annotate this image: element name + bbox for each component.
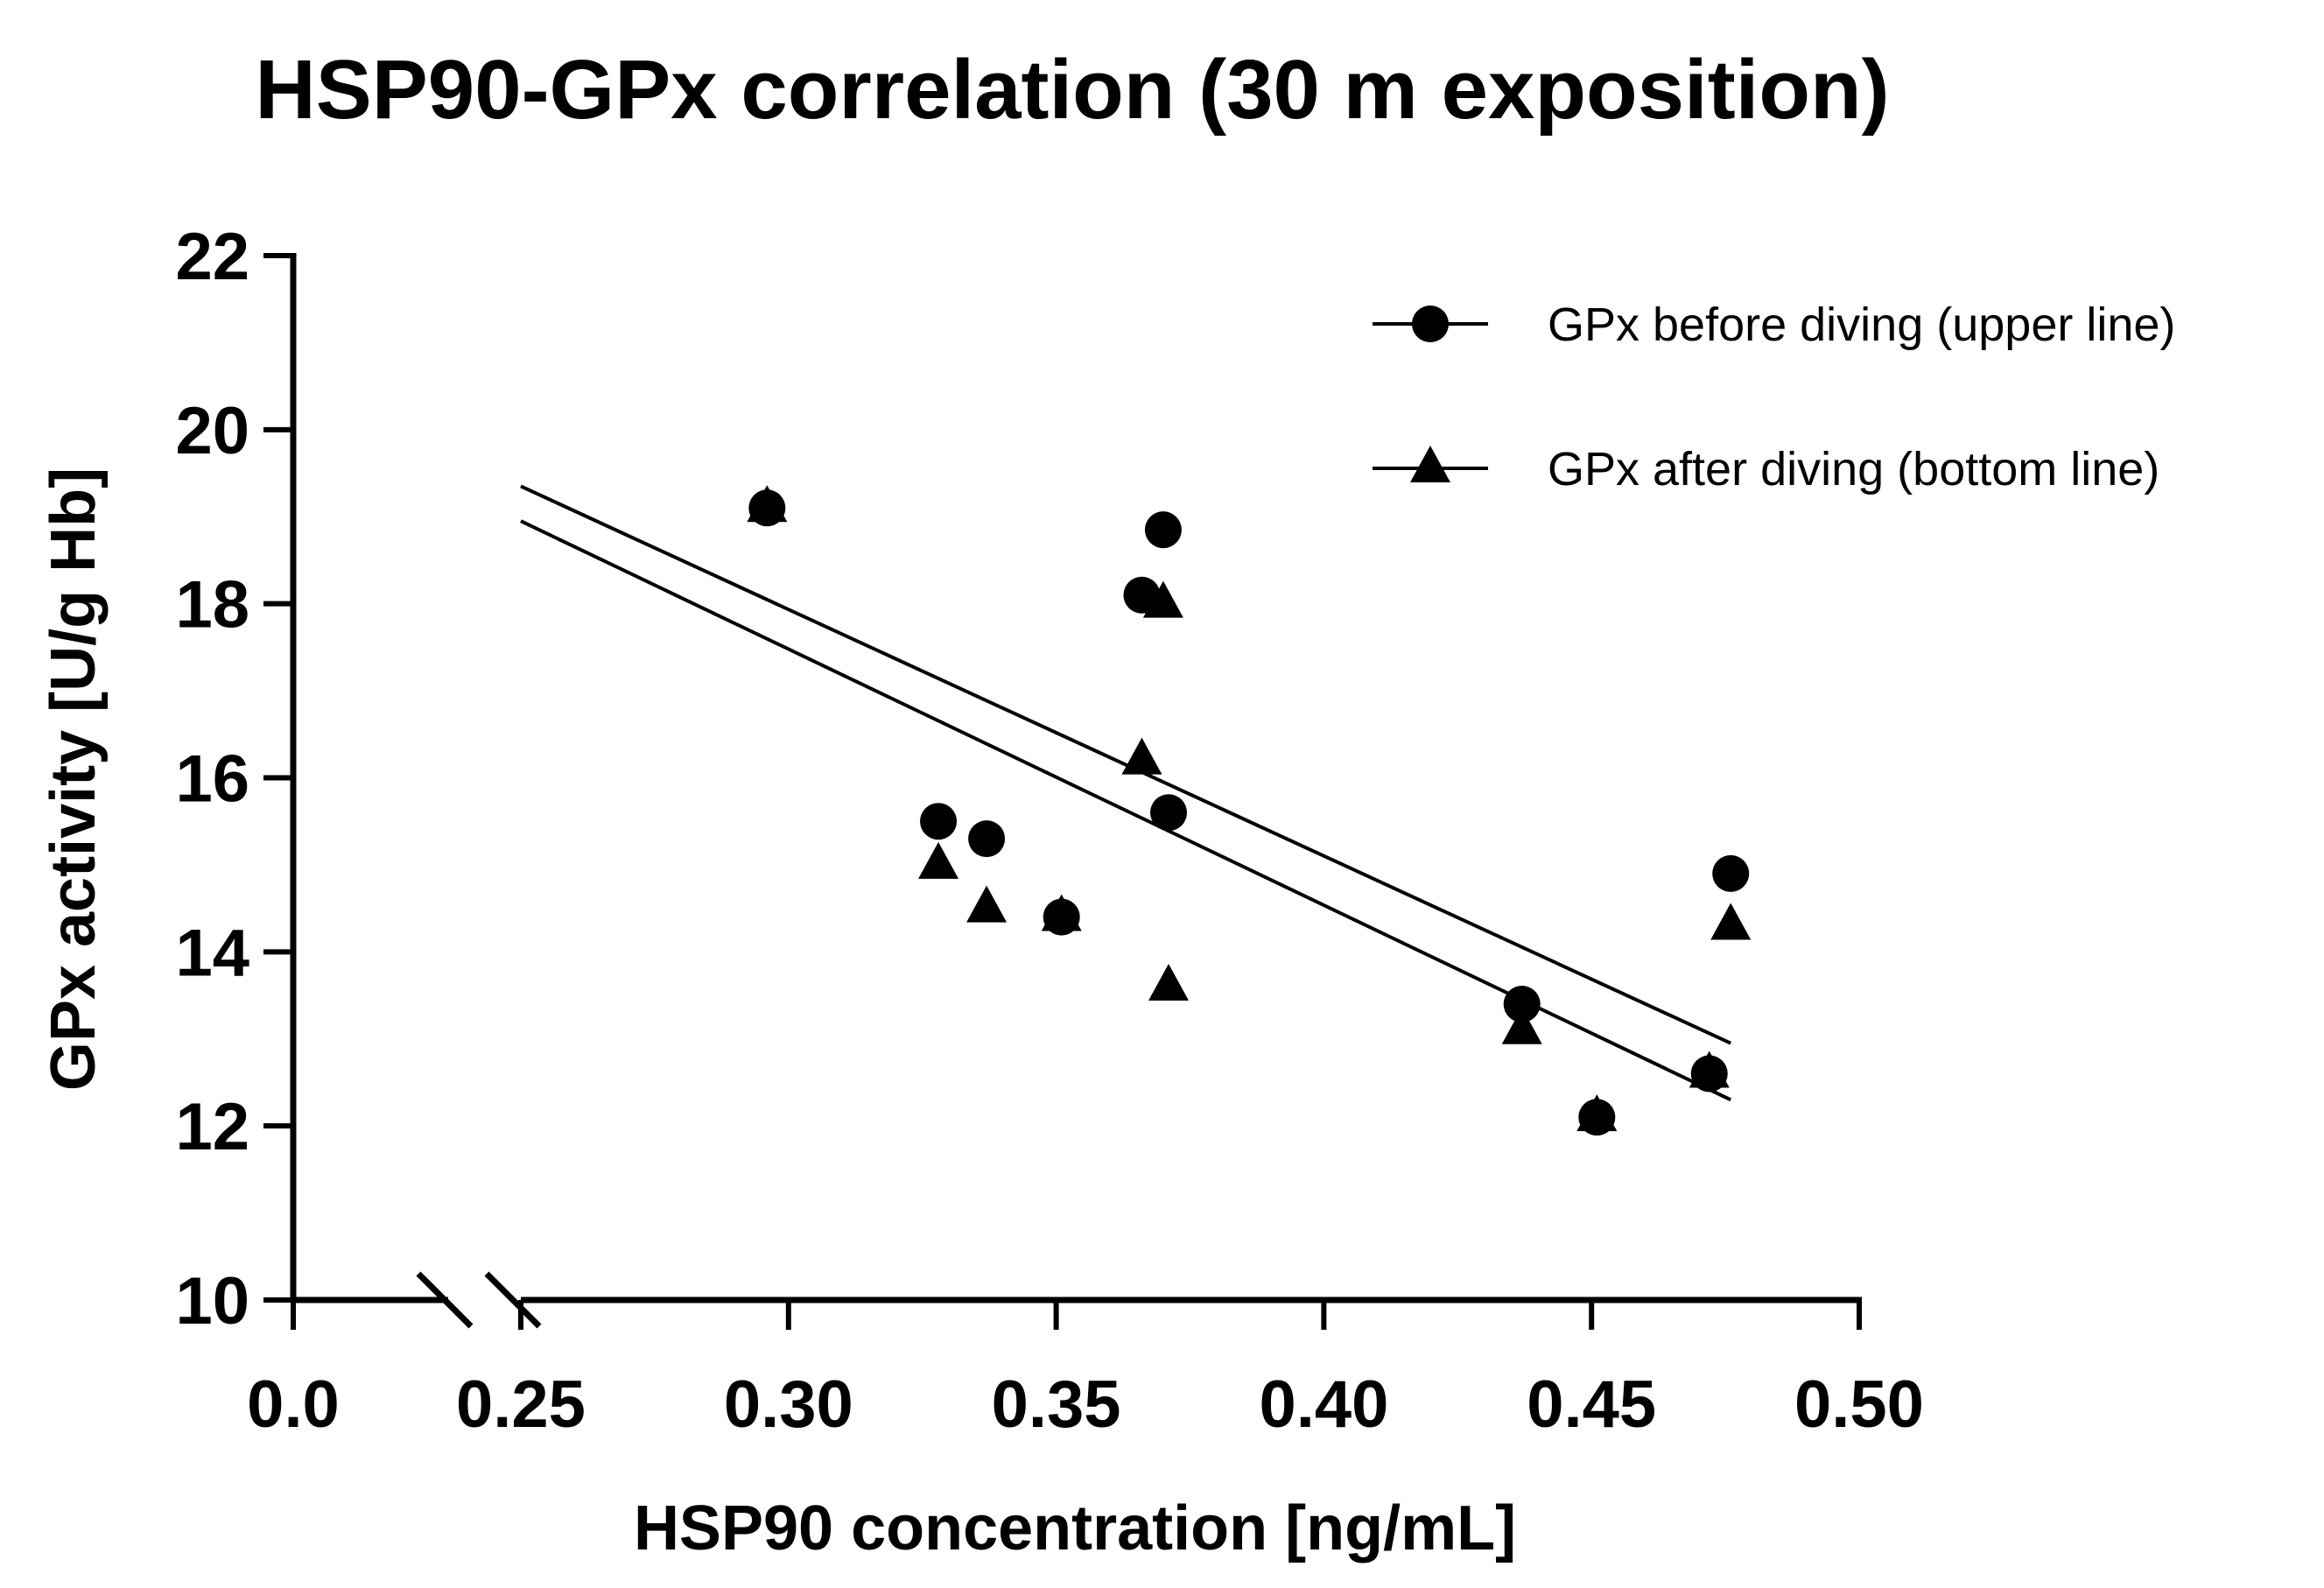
x-tick-label: 0.50 [1794, 1367, 1924, 1442]
x-tick-label: 0.45 [1527, 1367, 1656, 1442]
data-point-before [1144, 511, 1182, 549]
legend: GPx before diving (upper line) GPx after … [1373, 299, 2175, 495]
y-tick-label: 18 [175, 568, 249, 643]
data-point-after [966, 885, 1008, 923]
y-axis-label: GPx activity [U/g Hb] [39, 467, 109, 1091]
y-tick-label: 14 [175, 916, 249, 990]
y-tick-label: 16 [175, 742, 249, 817]
fit-lines [520, 484, 1732, 1102]
legend-marker-circle [1412, 306, 1449, 342]
x-tick-label: 0.40 [1259, 1367, 1388, 1442]
data-point-before [1712, 854, 1750, 892]
axis-break-mark [416, 1271, 474, 1329]
x-tick-label: 0.25 [456, 1367, 586, 1442]
data-point-after [918, 841, 959, 879]
data-point-before [1150, 794, 1188, 832]
legend-label: GPx before diving (upper line) [1548, 299, 2175, 351]
data-point-before [920, 803, 958, 840]
axes: 10 12 14 16 18 20 22 0.0 0.25 0.30 0.35 0.40 0.45 0.5… [175, 220, 1924, 1442]
data-point-before [1123, 576, 1161, 614]
y-tick-label: 12 [175, 1090, 249, 1164]
data-point-before [1690, 1055, 1728, 1093]
data-points [747, 485, 1752, 1136]
legend-marker-triangle [1410, 446, 1450, 482]
x-tick-label: 0.30 [724, 1367, 853, 1442]
data-point-after [1710, 903, 1752, 940]
x-tick-label: 0.0 [247, 1367, 340, 1442]
data-point-before [968, 820, 1006, 858]
data-point-after [1121, 737, 1162, 775]
data-point-before [748, 489, 786, 527]
data-point-after [1501, 1007, 1542, 1044]
x-axis-label: HSP90 concentration [ng/mL] [634, 1493, 1516, 1563]
data-point-after [1148, 964, 1190, 1001]
y-tick-label: 10 [175, 1264, 249, 1339]
data-point-before [1578, 1099, 1616, 1136]
y-tick-label: 20 [175, 394, 249, 468]
axis-break-mark [484, 1271, 542, 1329]
fit-line-after [520, 519, 1732, 1102]
legend-label: GPx after diving (bottom line) [1548, 443, 2159, 495]
chart-title: HSP90-GPx correlation (30 m exposition) [255, 43, 1889, 137]
fit-line-before [520, 484, 1732, 1045]
y-tick-label: 22 [175, 220, 249, 294]
data-point-before [1043, 898, 1080, 936]
x-tick-label: 0.35 [992, 1367, 1121, 1442]
data-point-before [1503, 985, 1541, 1022]
